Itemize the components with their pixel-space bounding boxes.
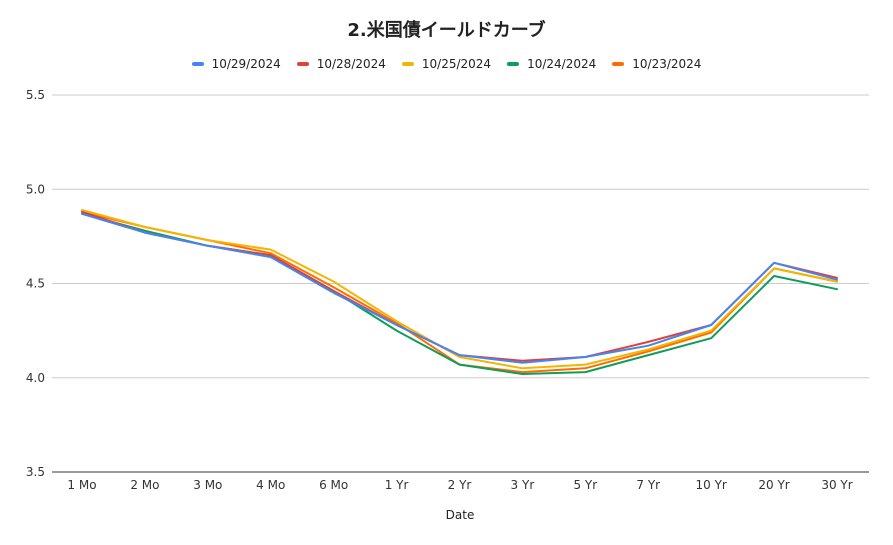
x-tick-label: 3 Yr — [511, 478, 535, 492]
x-tick-label: 7 Yr — [636, 478, 660, 492]
x-axis-title: Date — [446, 508, 475, 522]
chart-title: 2.米国債イールドカーブ — [347, 20, 546, 41]
legend-item-3[interactable]: 10/25/2024 — [401, 57, 492, 71]
x-tick-label: 20 Yr — [758, 478, 789, 492]
y-axis-ticks: 3.5 4.0 4.5 5.0 5.5 — [26, 88, 45, 479]
x-tick-label: 6 Mo — [319, 478, 348, 492]
y-tick-label: 4.0 — [26, 371, 45, 385]
legend-item-1[interactable]: 10/29/2024 — [191, 57, 281, 71]
legend-swatch-1 — [191, 62, 204, 66]
legend-label-2: 10/28/2024 — [316, 57, 386, 71]
legend-label-4: 10/24/2024 — [527, 57, 597, 71]
legend-swatch-3 — [401, 62, 414, 66]
legend-swatch-4 — [507, 62, 520, 66]
y-tick-label: 5.0 — [26, 182, 45, 196]
legend-label-3: 10/25/2024 — [421, 57, 492, 71]
series-line[interactable] — [81, 212, 838, 364]
series-lines — [81, 209, 838, 375]
y-tick-label: 4.5 — [26, 277, 45, 291]
y-tick-label: 3.5 — [26, 465, 45, 479]
legend-swatch-5 — [612, 62, 625, 66]
x-tick-label: 2 Mo — [130, 478, 159, 492]
x-tick-label: 1 Mo — [67, 478, 96, 492]
x-tick-label: 1 Yr — [385, 478, 409, 492]
gridlines — [52, 94, 869, 473]
series-line[interactable] — [81, 210, 838, 374]
legend: 10/29/2024 10/28/2024 10/25/2024 10/24/2… — [0, 57, 893, 71]
legend-swatch-2 — [296, 62, 309, 66]
x-tick-label: 5 Yr — [573, 478, 597, 492]
legend-label-1: 10/29/2024 — [211, 57, 281, 71]
legend-item-2[interactable]: 10/28/2024 — [296, 57, 386, 71]
legend-item-4[interactable]: 10/24/2024 — [507, 57, 596, 71]
x-tick-label: 10 Yr — [695, 478, 726, 492]
x-tick-label: 2 Yr — [448, 478, 472, 492]
legend-label-5: 10/23/2024 — [632, 57, 702, 71]
series-line[interactable] — [81, 210, 838, 362]
x-tick-label: 30 Yr — [821, 478, 852, 492]
x-tick-label: 4 Mo — [256, 478, 285, 492]
series-line[interactable] — [81, 209, 838, 370]
y-tick-label: 5.5 — [26, 88, 45, 102]
x-tick-label: 3 Mo — [193, 478, 222, 492]
x-axis-ticks: 1 Mo 2 Mo 3 Mo 4 Mo 6 Mo 1 Yr 2 Yr 3 Yr 5 Yr 7 Yr… — [67, 478, 852, 492]
legend-item-5[interactable]: 10/23/2024 — [612, 57, 701, 71]
